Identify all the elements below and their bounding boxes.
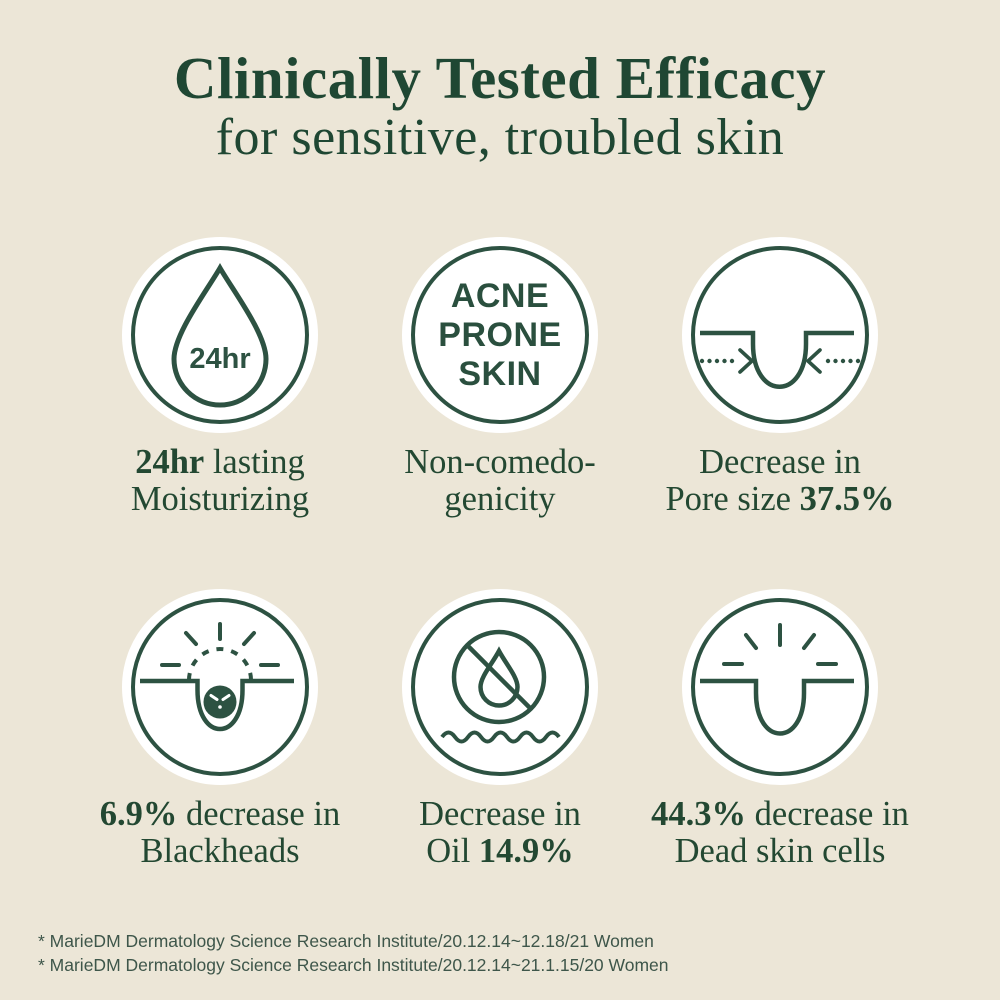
acne-prone-skin-badge: ACNE PRONE SKIN [402, 237, 598, 433]
24hr-label: 24hr [189, 343, 250, 375]
water-drop-24hr-icon-svg: 24hr [122, 237, 318, 433]
header: Clinically Tested Efficacy for sensitive… [0, 46, 1000, 166]
pore-tightening-icon-svg [682, 237, 878, 433]
caption-line: Pore size 37.5% [665, 481, 894, 518]
caption-text: Oil [426, 832, 479, 870]
caption-bold-text: 37.5% [799, 480, 895, 518]
no-oil-icon [402, 589, 598, 785]
benefit-card-noncomedogenic: ACNE PRONE SKIN Non-comedo- genicity [360, 237, 640, 518]
no-oil-icon-svg [402, 589, 598, 785]
caption-line: Oil 14.9% [419, 833, 581, 870]
footnote-line-2: * MarieDM Dermatology Science Research I… [38, 955, 669, 975]
caption-line: 6.9% decrease in [100, 796, 340, 833]
skin-line: SKIN [458, 354, 542, 393]
benefit-caption: Non-comedo- genicity [404, 444, 596, 518]
caption-text: Decrease in [699, 443, 861, 481]
caption-line: Moisturizing [131, 481, 309, 518]
caption-text: Pore size [665, 480, 800, 518]
clean-pore-icon [682, 589, 878, 785]
caption-text: genicity [444, 480, 556, 518]
benefit-card-dead-skin: 44.3% decrease in Dead skin cells [640, 589, 920, 870]
caption-line: Blackheads [100, 833, 340, 870]
caption-text: lasting [204, 443, 305, 481]
caption-line: 44.3% decrease in [651, 796, 909, 833]
caption-text: decrease in [746, 795, 909, 833]
caption-line: Decrease in [665, 444, 894, 481]
benefit-card-pore-size: Decrease in Pore size 37.5% [640, 237, 920, 518]
acne-prone-skin-badge-svg [402, 237, 598, 433]
caption-line: Decrease in [419, 796, 581, 833]
acne-line: ACNE [450, 276, 550, 315]
blackhead-icon [122, 589, 318, 785]
caption-bold-text: 6.9% [99, 795, 178, 833]
caption-bold-text: 44.3% [651, 795, 747, 833]
pore-tightening-icon [682, 237, 878, 433]
benefit-caption: 6.9% decrease in Blackheads [100, 796, 340, 870]
acne-prone-skin-label: ACNE PRONE SKIN [402, 237, 598, 433]
benefit-caption: 44.3% decrease in Dead skin cells [651, 796, 909, 870]
caption-text: decrease in [177, 795, 341, 833]
benefits-grid: 24hr 24hr lasting Moisturizing ACNE PRON… [80, 237, 920, 870]
footnotes: * MarieDM Dermatology Science Research I… [38, 929, 669, 977]
page-title: Clinically Tested Efficacy [173, 45, 827, 111]
caption-bold-text: 14.9% [478, 832, 574, 870]
caption-bold-text: 24hr [135, 443, 205, 481]
benefit-card-oil: Decrease in Oil 14.9% [360, 589, 640, 870]
caption-line: 24hr lasting [131, 444, 309, 481]
benefit-card-blackheads: 6.9% decrease in Blackheads [80, 589, 360, 870]
caption-text: Blackheads [140, 832, 300, 870]
benefit-card-moisturizing: 24hr 24hr lasting Moisturizing [80, 237, 360, 518]
caption-text: Decrease in [419, 795, 581, 833]
caption-line: Non-comedo- [404, 444, 596, 481]
prone-line: PRONE [438, 315, 562, 354]
benefit-caption: Decrease in Oil 14.9% [419, 796, 581, 870]
blackhead-icon-svg [122, 589, 318, 785]
caption-text: Moisturizing [130, 480, 310, 518]
benefit-caption: 24hr lasting Moisturizing [131, 444, 309, 518]
page-subtitle: for sensitive, troubled skin [215, 109, 785, 166]
clean-pore-icon-svg [682, 589, 878, 785]
caption-text: Non-comedo- [404, 443, 596, 481]
caption-line: genicity [404, 481, 596, 518]
water-drop-24hr-icon: 24hr [122, 237, 318, 433]
benefit-caption: Decrease in Pore size 37.5% [665, 444, 894, 518]
footnote-line-1: * MarieDM Dermatology Science Research I… [38, 931, 654, 951]
caption-text: Dead skin cells [674, 832, 886, 870]
caption-line: Dead skin cells [651, 833, 909, 870]
